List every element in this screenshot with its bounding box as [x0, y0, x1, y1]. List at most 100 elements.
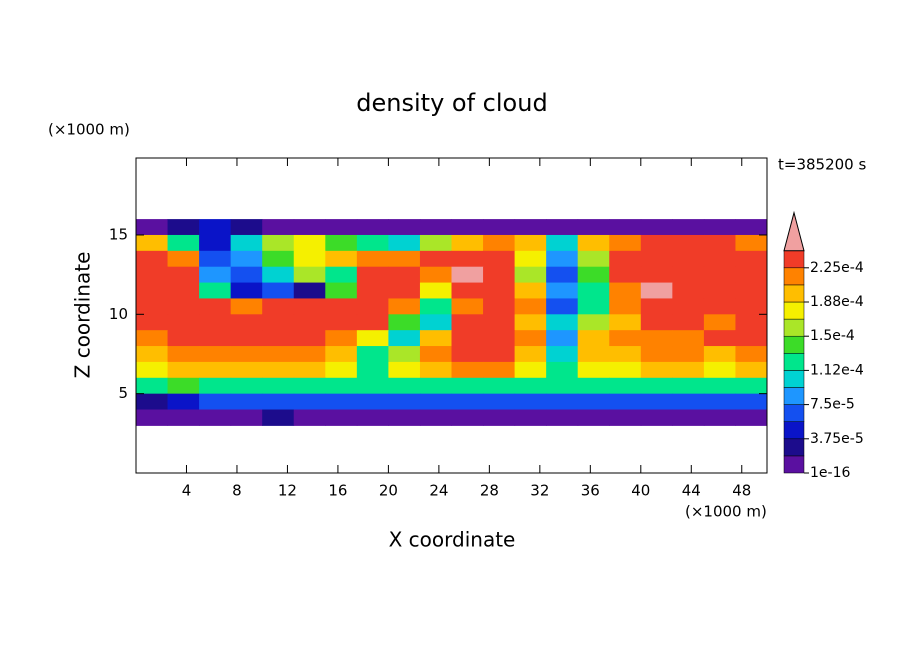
contour-cell: [167, 234, 200, 252]
colorbar-tick-label: 1.12e-4: [810, 362, 864, 378]
contour-cell: [293, 346, 326, 363]
colorbar: 1e-16 3.75e-5 7.5e-5 1.12e-4 1.5e-4 1.88e-4 2.…: [783, 210, 864, 481]
contour-cell: [640, 409, 673, 426]
contour-cell: [703, 393, 736, 411]
contour-cell: [293, 377, 326, 395]
contour-cell: [514, 393, 547, 411]
contour-cell: [136, 409, 169, 426]
contour-cell: [577, 314, 610, 331]
contour-cell: [451, 330, 484, 347]
contour-cell: [419, 377, 452, 395]
contour-cell: [451, 393, 484, 411]
contour-cell: [325, 346, 358, 363]
contour-cell: [167, 330, 200, 347]
contour-cell: [230, 219, 263, 236]
contour-cell: [451, 250, 484, 268]
contour-cell: [136, 314, 169, 331]
contour-cell: [514, 377, 547, 395]
contour-cell: [388, 266, 421, 284]
colorbar-band: [783, 387, 805, 405]
contour-cell: [703, 409, 736, 426]
contour-cell: [262, 282, 295, 299]
contour-cell: [419, 298, 452, 315]
contour-cell: [167, 346, 200, 363]
colorbar-tick-label: 2.25e-4: [810, 260, 864, 276]
contour-cell: [609, 314, 642, 331]
contour-cell: [167, 219, 200, 236]
contour-cell: [388, 282, 421, 299]
contour-cell: [514, 361, 547, 379]
contour-cell: [230, 234, 263, 252]
contour-cell: [483, 282, 516, 299]
contour-cell: [577, 361, 610, 379]
contour-cell: [577, 330, 610, 347]
contour-cell: [293, 393, 326, 411]
contour-cell: [735, 377, 768, 395]
contour-cell: [609, 282, 642, 299]
contour-cell: [136, 234, 169, 252]
contour-cell: [577, 219, 610, 236]
chart-title: density of cloud: [356, 89, 547, 117]
contour-cell: [672, 330, 705, 347]
x-unit: (×1000 m): [685, 503, 767, 521]
contour-cell: [735, 393, 768, 411]
contour-cell: [483, 393, 516, 411]
contour-cell: [356, 298, 389, 315]
contour-cell: [419, 219, 452, 236]
contour-cell: [167, 250, 200, 268]
contour-cell: [388, 377, 421, 395]
contour-cell: [672, 250, 705, 268]
contour-cell: [640, 250, 673, 268]
y-unit: (×1000 m): [48, 121, 130, 139]
contour-cell: [262, 330, 295, 347]
contour-cell: [672, 393, 705, 411]
contour-cell: [546, 377, 579, 395]
contour-cell: [230, 250, 263, 268]
contour-cell: [356, 250, 389, 268]
x-tick-label: 24: [429, 482, 448, 500]
contour-cell: [672, 314, 705, 331]
contour-cell: [230, 282, 263, 299]
contour-cell: [419, 314, 452, 331]
contour-cell: [546, 361, 579, 379]
contour-cell: [483, 346, 516, 363]
x-tick-label: 36: [581, 482, 600, 500]
contour-cell: [325, 298, 358, 315]
contour-cell: [230, 409, 263, 426]
contour-cell: [451, 361, 484, 379]
contour-cell: [609, 346, 642, 363]
contour-cell: [577, 377, 610, 395]
contour-cell: [136, 330, 169, 347]
contour-cell: [199, 266, 232, 284]
contour-cell: [199, 330, 232, 347]
contour-cell: [514, 266, 547, 284]
contour-cell: [325, 377, 358, 395]
contour-cell: [609, 361, 642, 379]
contour-cell: [609, 409, 642, 426]
contour-cell: [703, 314, 736, 331]
contour-cell: [356, 393, 389, 411]
contour-cell: [230, 361, 263, 379]
contour-cell: [419, 266, 452, 284]
contour-cell: [136, 377, 169, 395]
colorbar-tick-label: 1e-16: [810, 465, 850, 481]
contour-cell: [672, 219, 705, 236]
contour-cell: [293, 234, 326, 252]
contour-cell: [136, 346, 169, 363]
contour-cell: [703, 377, 736, 395]
contour-cell: [325, 219, 358, 236]
contour-cell: [230, 346, 263, 363]
contour-cell: [356, 234, 389, 252]
colorbar-band: [783, 301, 805, 320]
contour-cell: [388, 346, 421, 363]
contour-cell: [577, 234, 610, 252]
time-label: t=385200 s: [778, 156, 866, 174]
contour-cell: [325, 393, 358, 411]
contour-cell: [451, 234, 484, 252]
contour-cell: [546, 234, 579, 252]
contour-cell: [609, 393, 642, 411]
contour-cell: [262, 219, 295, 236]
contour-cell: [703, 330, 736, 347]
y-tick-label: 5: [118, 384, 128, 402]
contour-cell: [609, 377, 642, 395]
